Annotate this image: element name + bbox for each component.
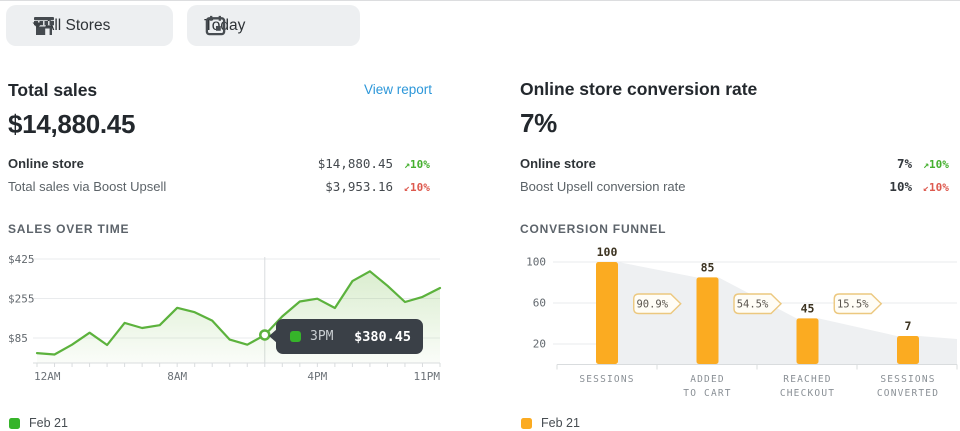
metric-label: Total sales via Boost Upsell (8, 178, 167, 194)
funnel-bar[interactable] (897, 336, 919, 364)
y-tick-label: $425 (8, 253, 35, 266)
metric-change: ↙10% (404, 180, 430, 194)
metric-row: Online store $14,880.45 ↗10% (8, 154, 438, 172)
legend-label: Feb 21 (29, 416, 68, 430)
sales-tooltip: 3PM $380.45 (269, 319, 423, 354)
metric-label: Online store (520, 155, 596, 171)
trend-down-icon: ↙ (923, 182, 930, 194)
store-filter-label: All Stores (44, 16, 111, 34)
category-label: CHECKOUT (780, 388, 835, 399)
conversion-rate-label: 90.9% (636, 299, 668, 311)
view-report-link[interactable]: View report (364, 82, 433, 97)
y-tick-label: 20 (533, 338, 546, 351)
y-tick-label: $255 (8, 293, 35, 306)
metric-value: $3,953.16 (325, 178, 393, 194)
tooltip-time: 3PM (310, 329, 334, 344)
metric-change: ↗10% (923, 157, 949, 171)
bar-value-label: 45 (801, 301, 815, 315)
hover-marker (259, 329, 271, 341)
bar-value-label: 85 (701, 260, 715, 274)
conversion-rate-badge (733, 293, 783, 315)
bar-value-label: 7 (905, 319, 912, 333)
trend-up-icon: ↗ (923, 159, 930, 171)
sales-line (35, 270, 442, 356)
section-title: SALES OVER TIME (8, 222, 130, 236)
conversion-rate-label: 15.5% (837, 299, 869, 311)
legend-swatch (9, 417, 20, 429)
metric-change: ↗10% (404, 157, 430, 171)
section-title: CONVERSION FUNNEL (520, 222, 667, 236)
y-tick-label: 100 (526, 256, 546, 269)
trend-up-icon: ↗ (404, 159, 411, 171)
storefront-icon (34, 16, 54, 35)
panel-title: Online store conversion rate (520, 79, 758, 99)
x-tick-label: 4PM (307, 370, 327, 383)
calendar-icon (205, 15, 226, 36)
category-label: CONVERTED (877, 388, 939, 399)
category-label: TO CART (683, 388, 731, 399)
date-filter-button[interactable]: Today (187, 5, 360, 46)
legend-swatch (521, 417, 532, 429)
metric-label: Boost Upsell conversion rate (520, 178, 686, 194)
metric-value: $14,880.45 (317, 155, 393, 171)
category-label: SESSIONS (880, 374, 935, 385)
bar-value-label: 100 (597, 245, 618, 259)
panel-title: Total sales (8, 80, 98, 100)
funnel-chart[interactable]: 100 60 20 100 85 45 7 SESSIONS ADDED TO CART REACH… (520, 245, 960, 409)
metric-label: Online store (8, 155, 84, 171)
metric-change: ↙10% (923, 180, 949, 194)
conversion-rate-badge (633, 293, 682, 315)
funnel-bar[interactable] (696, 277, 719, 364)
metric-value: 10% (889, 178, 912, 194)
metric-row: Boost Upsell conversion rate 10% ↙10% (520, 177, 957, 195)
metric-row: Total sales via Boost Upsell $3,953.16 ↙… (8, 177, 438, 195)
metric-row: Online store 7% ↗10% (520, 154, 957, 172)
tooltip-value: $380.45 (354, 328, 411, 345)
category-label: SESSIONS (579, 374, 634, 385)
conversion-rate-badge (833, 293, 883, 315)
x-tick-label: 8AM (167, 370, 187, 383)
category-label: REACHED (783, 374, 831, 385)
funnel-legend: Feb 21 (521, 416, 580, 430)
funnel-bar[interactable] (796, 318, 819, 364)
x-tick-label: 11PM (414, 370, 441, 383)
store-filter-button[interactable]: All Stores (6, 5, 173, 46)
y-tick-label: $85 (8, 332, 28, 345)
legend-label: Feb 21 (541, 416, 580, 430)
metric-value: 7% (896, 155, 912, 171)
tooltip-series-swatch (290, 331, 301, 342)
y-tick-label: 60 (533, 297, 546, 310)
sales-legend: Feb 21 (9, 416, 68, 430)
chevron-down-icon (32, 22, 43, 29)
category-label: ADDED (690, 374, 725, 385)
trend-down-icon: ↙ (404, 182, 411, 194)
conversion-rate-label: 54.5% (737, 299, 769, 311)
funnel-bar[interactable] (596, 262, 618, 364)
metric-big-value: $14,880.45 (8, 109, 136, 139)
x-tick-label: 12AM (34, 370, 61, 383)
metric-big-value: 7% (520, 108, 557, 138)
